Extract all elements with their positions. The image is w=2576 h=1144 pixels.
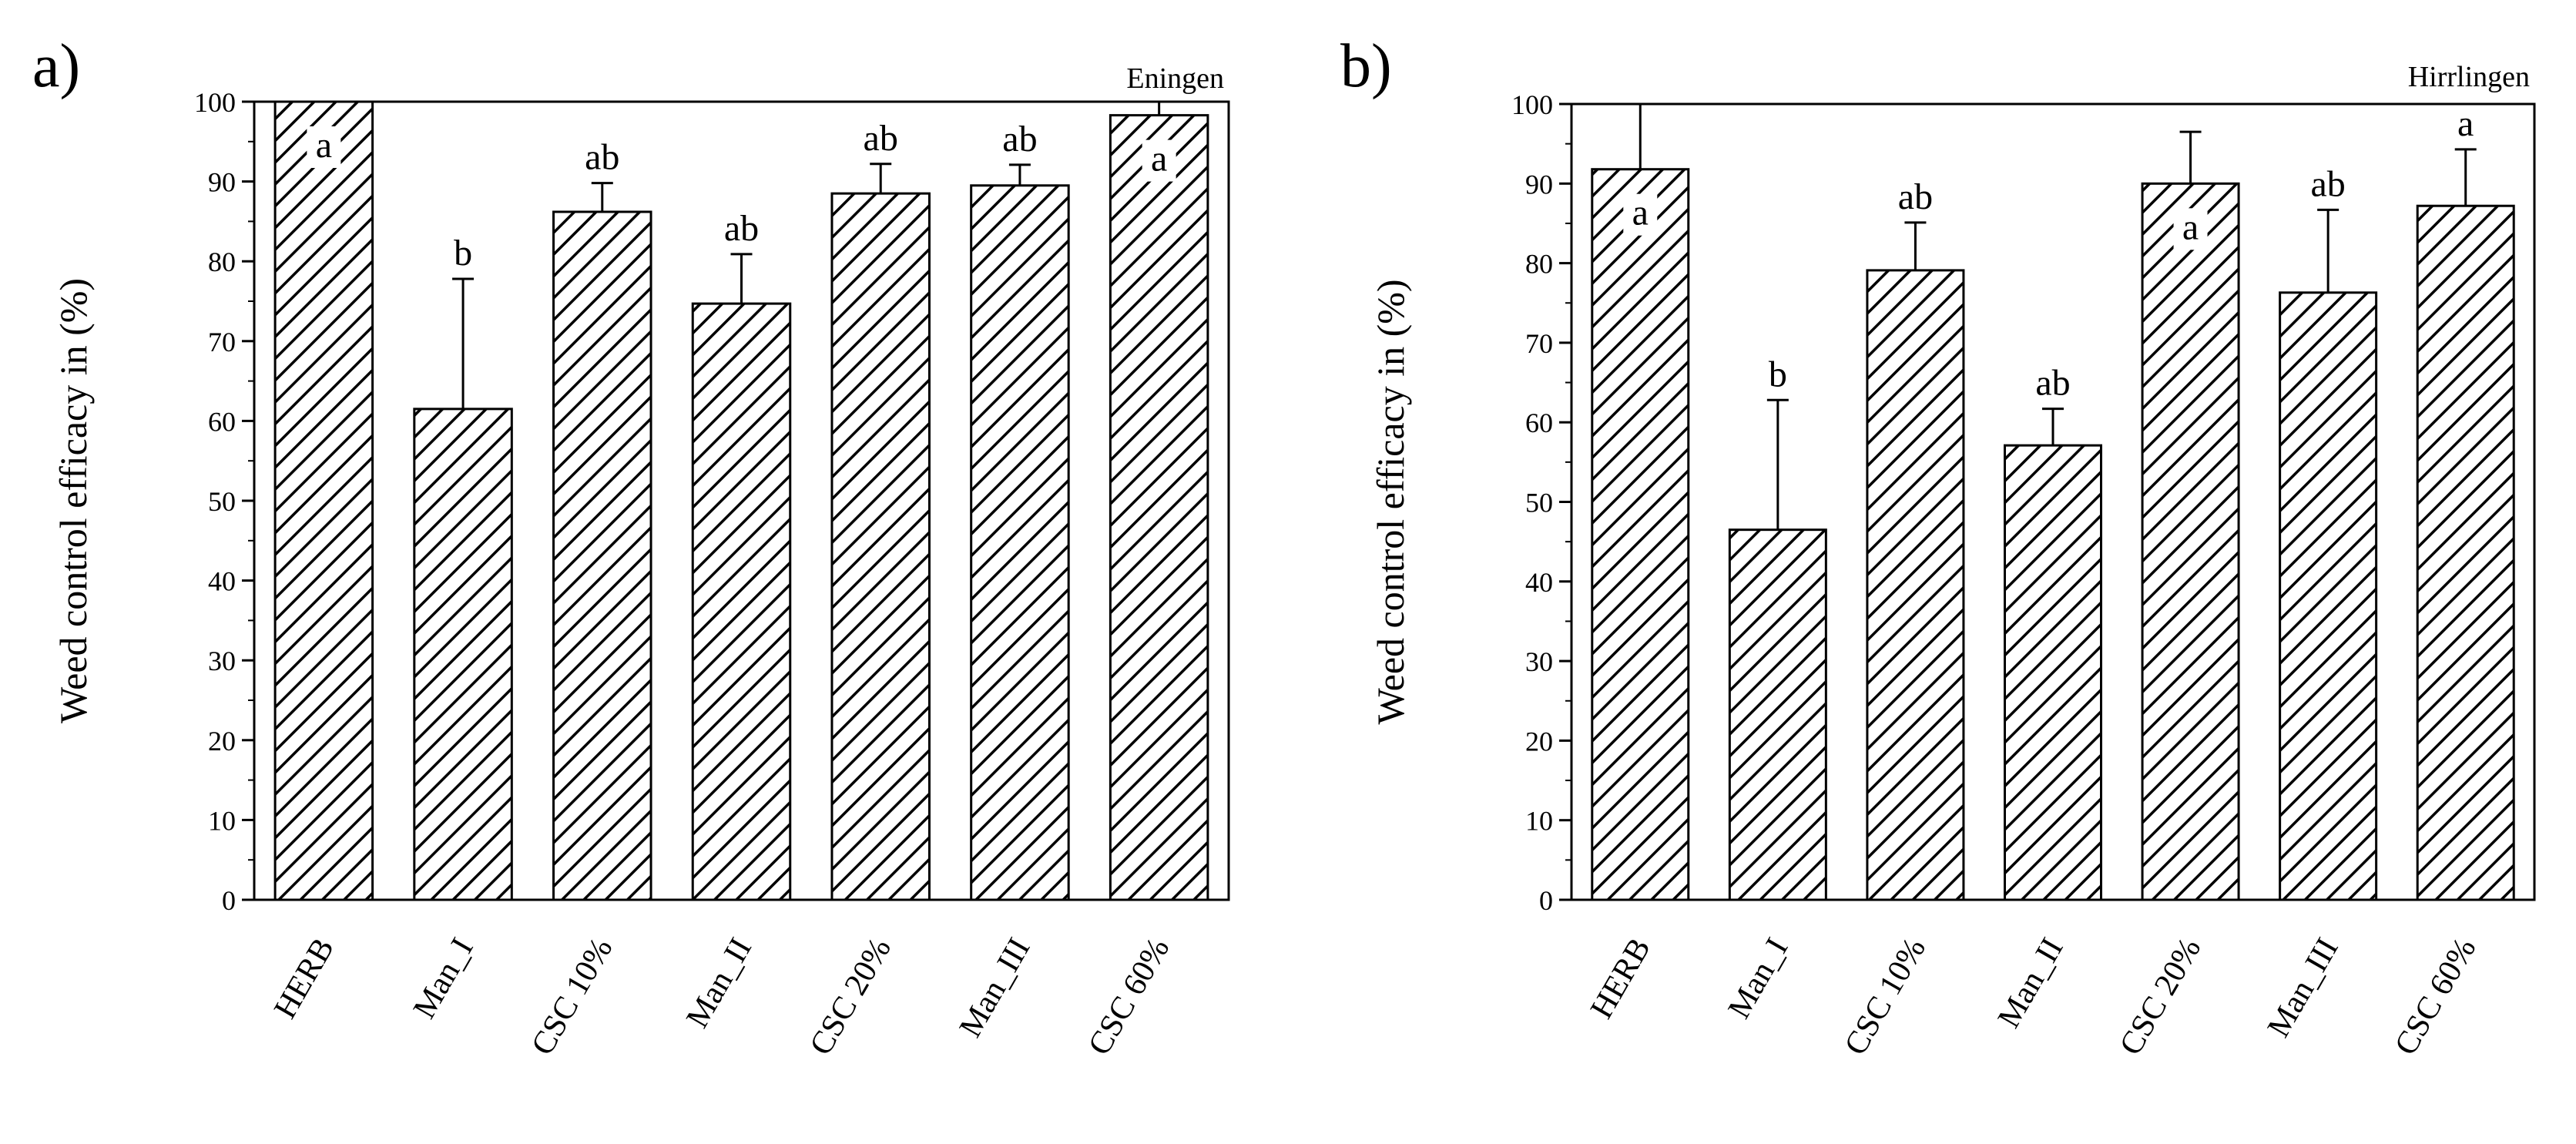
significance-bg [307,126,341,168]
significance-label: a [2182,206,2199,247]
y-tick-label: 30 [1525,646,1553,677]
y-tick-label: 70 [208,327,236,357]
significance-label: ab [585,137,619,178]
site-label: Hirrlingen [2408,61,2530,93]
y-axis-title: Weed control efficacy in (%) [52,278,95,723]
bar [552,210,652,901]
y-tick-label: 40 [1525,567,1553,598]
bar [1728,528,1827,901]
y-tick-label: 80 [1525,249,1553,280]
significance-label: a [1632,193,1649,233]
y-tick-label: 60 [208,406,236,437]
significance-label: ab [1002,119,1037,159]
bar [2279,291,2378,901]
bar [970,184,1070,901]
chart-panel-b: 0 10 20 30 40 50 60 70 80 90 100 Weed control effic… [1340,32,2536,1062]
category-label: HERB [267,932,341,1025]
y-tick-label: 60 [1525,408,1553,438]
significance-bg [1142,139,1176,182]
bar [413,408,513,901]
significance-label: b [1769,354,1787,394]
y-tick-label: 40 [208,566,236,597]
y-tick-label: 30 [208,646,236,676]
site-label: Eningen [1126,62,1224,95]
category-label: Man_II [1991,932,2071,1034]
y-tick-label: 50 [208,486,236,517]
bar [1866,269,1965,901]
significance-label: ab [2035,363,2070,404]
y-tick-label: 20 [1525,726,1553,757]
category-label: Man_III [953,932,1038,1043]
y-tick-label: 70 [1525,328,1553,359]
y-axis-title: Weed control efficacy in (%) [1369,279,1412,724]
category-label: CSC 60% [2388,932,2483,1062]
significance-label: a [2457,103,2474,144]
significance-bg [2173,208,2208,250]
significance-bg [1623,193,1658,236]
panel-tag: b) [1340,32,1392,100]
category-label: CSC 10% [525,932,619,1062]
y-tick-label: 50 [1525,488,1553,518]
category-label: CSC 20% [803,932,898,1062]
y-tick-label: 10 [1525,806,1553,837]
bar [1591,168,1690,901]
panel-tag: a) [32,32,80,100]
y-tick-label: 20 [208,726,236,757]
significance-label: ab [724,208,759,249]
category-label: Man_I [1722,932,1796,1025]
significance-label: ab [1898,176,1933,217]
category-label: CSC 10% [1838,932,1933,1062]
category-label: Man_II [679,932,759,1034]
bar [273,100,374,901]
y-tick-label: 80 [208,247,236,277]
bar [830,192,931,901]
bar [2004,444,2102,901]
chart-panel-a: 0 10 20 30 40 50 60 70 80 90 100 Weed control effic… [32,32,1230,1062]
y-tick-label: 0 [1539,885,1553,916]
y-tick-label: 10 [208,805,236,836]
category-label: HERB [1584,932,1658,1025]
y-tick-label: 90 [1525,169,1553,200]
category-label: CSC 20% [2113,932,2208,1062]
y-tick-label: 90 [208,167,236,198]
y-tick-label: 100 [194,87,236,118]
significance-label: a [1151,139,1167,179]
y-tick-label: 100 [1511,89,1553,120]
bar [691,302,792,901]
significance-label: ab [2310,163,2345,204]
category-label: CSC 60% [1082,932,1176,1062]
significance-label: a [316,125,332,166]
significance-label: b [454,233,472,273]
category-label: Man_I [407,932,481,1025]
bar [2141,182,2240,901]
significance-label: ab [864,118,898,159]
category-label: Man_III [2261,932,2346,1043]
bar [2416,204,2515,901]
y-tick-label: 0 [222,885,236,916]
bar [1109,114,1209,901]
